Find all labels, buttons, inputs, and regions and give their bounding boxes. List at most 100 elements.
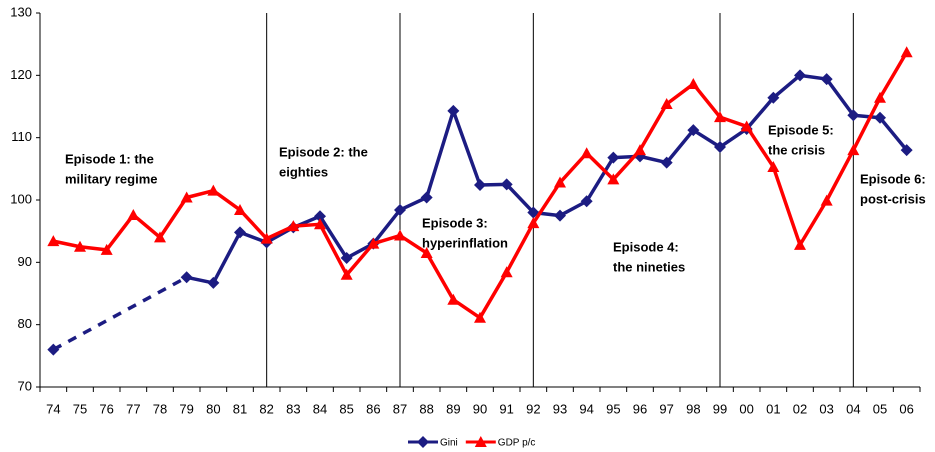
gini-marker: [180, 271, 193, 284]
gdp-marker: [394, 229, 406, 241]
gini-marker: [767, 91, 780, 104]
gdp-marker: [527, 217, 540, 229]
gdp-marker: [127, 208, 140, 220]
gdp-marker: [740, 120, 753, 132]
gdp-marker: [314, 218, 326, 230]
gini-marker: [447, 104, 460, 117]
gdp-marker: [74, 240, 86, 252]
x-tick-label: 85: [339, 401, 353, 416]
episode-label: eighties: [279, 164, 328, 179]
gdp-marker: [847, 144, 860, 156]
gdp-marker: [474, 311, 486, 323]
gdp-marker: [607, 173, 620, 185]
episode-label: hyperinflation: [422, 235, 508, 250]
x-tick-label: 96: [633, 401, 647, 416]
gini-marker: [394, 203, 406, 216]
gdp-marker: [660, 98, 673, 110]
gdp-marker: [874, 91, 886, 103]
episode-label: post-crisis: [860, 191, 926, 206]
gdp-marker: [794, 238, 806, 250]
x-tick-label: 92: [526, 401, 540, 416]
gini-marker: [714, 141, 726, 154]
episode-label: Episode 1: the: [65, 151, 154, 166]
gini-marker: [900, 144, 913, 157]
gini-marker: [874, 111, 886, 124]
gdp-marker: [580, 147, 593, 159]
x-tick-label: 91: [499, 401, 513, 416]
gap-connector: [52, 275, 188, 352]
gini-marker: [340, 251, 353, 264]
gdp-marker: [100, 243, 113, 255]
x-tick-label: 86: [366, 401, 380, 416]
y-tick-label: 80: [18, 316, 32, 331]
y-tick-label: 90: [18, 254, 32, 269]
gdp-marker: [234, 203, 246, 215]
x-tick-label: 79: [179, 401, 193, 416]
gini-marker: [687, 124, 700, 137]
gdp-marker: [687, 78, 700, 90]
y-tick-label: 100: [10, 191, 32, 206]
x-tick-label: 99: [713, 401, 727, 416]
gdp-marker: [820, 194, 833, 206]
gini-marker: [554, 209, 566, 222]
x-tick-label: 04: [846, 401, 860, 416]
episode-label: Episode 4:: [613, 239, 679, 254]
x-tick-label: 02: [793, 401, 807, 416]
y-tick-label: 120: [10, 67, 32, 82]
episode-label: military regime: [65, 171, 158, 186]
x-tick-label: 82: [259, 401, 273, 416]
x-tick-label: 90: [473, 401, 487, 416]
gdp-marker: [367, 237, 380, 249]
x-tick-label: 06: [899, 401, 913, 416]
x-tick-label: 94: [579, 401, 593, 416]
gdp-marker: [47, 235, 60, 247]
x-tick-label: 95: [606, 401, 620, 416]
x-tick-label: 01: [766, 401, 780, 416]
x-tick-label: 93: [553, 401, 567, 416]
gdp-marker: [554, 176, 566, 188]
x-tick-label: 83: [286, 401, 300, 416]
gini-marker: [207, 276, 220, 289]
series-line: [186, 73, 909, 285]
legend-marker: [474, 436, 487, 447]
gini-marker: [607, 151, 620, 164]
x-tick-label: 74: [46, 401, 60, 416]
x-tick-label: 00: [739, 401, 753, 416]
y-tick-label: 110: [11, 129, 32, 144]
gini-marker: [500, 178, 513, 191]
episode-label: Episode 3:: [422, 215, 488, 230]
gini-marker: [847, 109, 860, 122]
gdp-marker: [714, 111, 726, 123]
gdp-marker: [900, 46, 913, 58]
gdp-marker: [207, 184, 220, 196]
gini-marker: [820, 73, 833, 86]
x-tick-label: 89: [446, 401, 460, 416]
episode-label: Episode 5:: [768, 122, 834, 137]
x-tick-label: 88: [419, 401, 433, 416]
x-tick-label: 78: [153, 401, 167, 416]
gdp-marker: [154, 231, 166, 243]
gdp-marker: [287, 220, 300, 232]
gini-marker: [314, 210, 326, 223]
gdp-marker: [340, 268, 353, 280]
gdp-marker: [634, 144, 646, 156]
gdp-marker: [767, 160, 780, 172]
gdp-marker: [260, 232, 273, 244]
gini-marker: [474, 179, 486, 192]
x-tick-label: 03: [819, 401, 833, 416]
x-tick-label: 80: [206, 401, 220, 416]
episode-label: Episode 6:: [860, 171, 926, 186]
gini-marker: [234, 226, 246, 239]
x-tick-label: 98: [686, 401, 700, 416]
gini-marker: [420, 191, 433, 204]
legend-label: Gini: [440, 438, 458, 449]
gdp-marker: [420, 246, 433, 258]
y-tick-label: 70: [18, 378, 32, 393]
x-tick-label: 77: [126, 401, 140, 416]
episode-label: Episode 2: the: [279, 144, 368, 159]
episode-label: the nineties: [613, 259, 685, 274]
x-tick-label: 97: [659, 401, 673, 416]
y-tick-label: 130: [10, 4, 32, 19]
gini-marker: [794, 69, 806, 82]
